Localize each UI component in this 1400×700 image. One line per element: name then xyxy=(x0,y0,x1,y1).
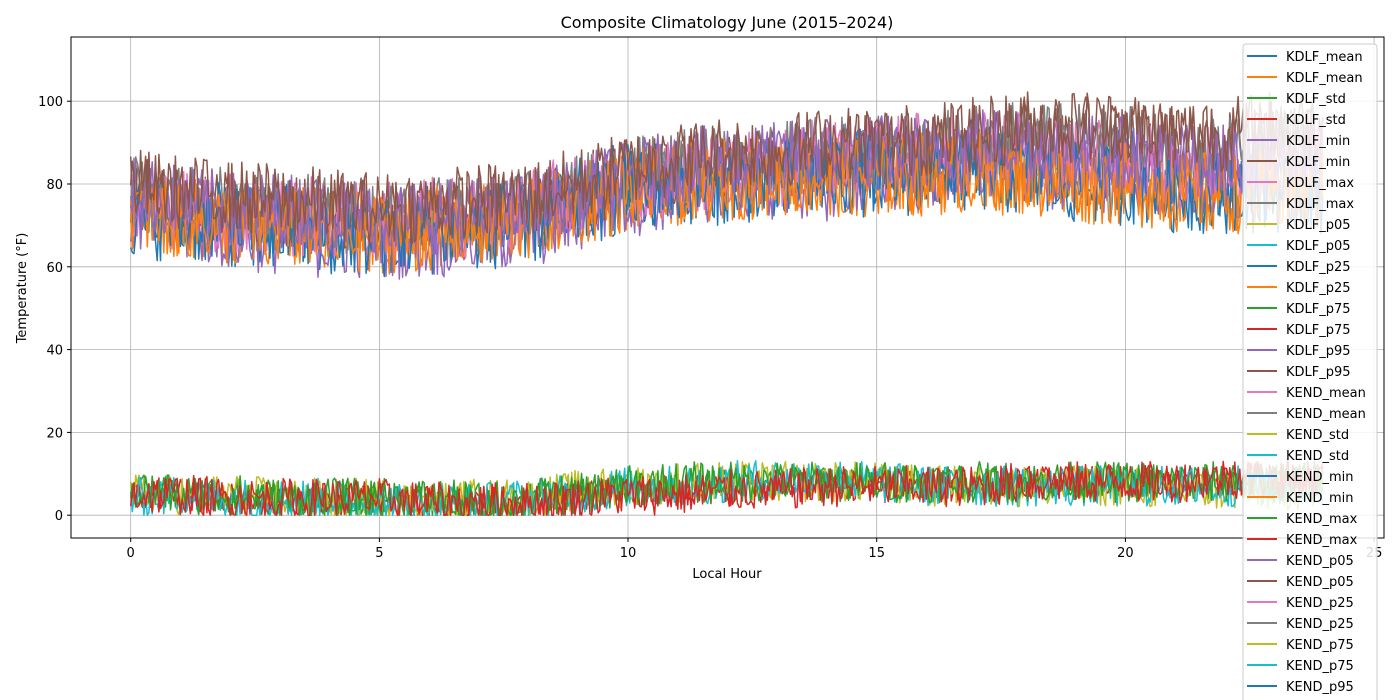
legend-label: KDLF_p25 xyxy=(1286,281,1351,296)
legend-label: KEND_p25 xyxy=(1286,596,1354,611)
legend-label: KEND_mean xyxy=(1286,386,1366,401)
x-tick-label: 5 xyxy=(375,546,383,561)
y-tick-label: 0 xyxy=(55,509,63,524)
legend-label: KEND_min xyxy=(1286,491,1354,506)
legend-label: KEND_p95 xyxy=(1286,680,1354,695)
legend-label: KEND_p75 xyxy=(1286,638,1354,653)
legend-label: KDLF_p05 xyxy=(1286,218,1351,233)
series-line-13 xyxy=(129,456,1324,516)
legend-label: KDLF_max xyxy=(1286,176,1354,191)
legend-label: KEND_p75 xyxy=(1286,659,1354,674)
legend-label: KDLF_min xyxy=(1286,134,1350,149)
legend-label: KDLF_mean xyxy=(1286,50,1363,65)
series-line-14 xyxy=(129,109,1324,255)
legend-label: KEND_p05 xyxy=(1286,575,1354,590)
legend-label: KDLF_p95 xyxy=(1286,344,1351,359)
legend-label: KEND_p05 xyxy=(1286,554,1354,569)
y-axis: 0 20 40 60 80 100 xyxy=(38,95,71,524)
legend-label: KEND_min xyxy=(1286,470,1354,485)
y-axis-label: Temperature (°F) xyxy=(15,233,30,345)
legend-label: KDLF_p05 xyxy=(1286,239,1351,254)
x-tick-label: 0 xyxy=(127,546,135,561)
legend-label: KEND_max xyxy=(1286,533,1358,548)
legend-label: KEND_max xyxy=(1286,512,1358,527)
x-tick-label: 15 xyxy=(868,546,885,561)
legend-label: KDLF_p95 xyxy=(1286,365,1351,380)
y-tick-label: 80 xyxy=(46,178,63,193)
legend-label: KDLF_std xyxy=(1286,113,1346,128)
legend-label: KDLF_p75 xyxy=(1286,302,1351,317)
series-line-15 xyxy=(129,91,1324,246)
legend-label: KDLF_min xyxy=(1286,155,1350,170)
legend-label: KDLF_std xyxy=(1286,92,1346,107)
chart-title: Composite Climatology June (2015–2024) xyxy=(561,13,894,32)
legend-label: KEND_mean xyxy=(1286,407,1366,422)
y-tick-label: 100 xyxy=(38,95,63,110)
series-line-11 xyxy=(129,131,1324,275)
plot-lines xyxy=(129,91,1324,516)
legend-label: KEND_p25 xyxy=(1286,617,1354,632)
plot-frame xyxy=(70,36,1385,539)
legend-box xyxy=(1242,43,1378,700)
y-tick-label: 20 xyxy=(46,426,63,441)
legend-label: KDLF_mean xyxy=(1286,71,1363,86)
legend-label: KDLF_p75 xyxy=(1286,323,1351,338)
x-axis-label: Local Hour xyxy=(692,567,762,582)
y-tick-label: 60 xyxy=(46,261,63,276)
series-line-12 xyxy=(129,460,1324,516)
legend-label: KEND_std xyxy=(1286,428,1349,443)
legend: KDLF_mean KDLF_mean KDLF_std KDLF_std KDLF_m… xyxy=(1242,43,1378,700)
legend-label: KEND_std xyxy=(1286,449,1349,464)
x-tick-label: 10 xyxy=(620,546,637,561)
legend-label: KDLF_p25 xyxy=(1286,260,1351,275)
x-tick-label: 20 xyxy=(1117,546,1134,561)
y-tick-label: 40 xyxy=(46,344,63,359)
legend-label: KDLF_max xyxy=(1286,197,1354,212)
